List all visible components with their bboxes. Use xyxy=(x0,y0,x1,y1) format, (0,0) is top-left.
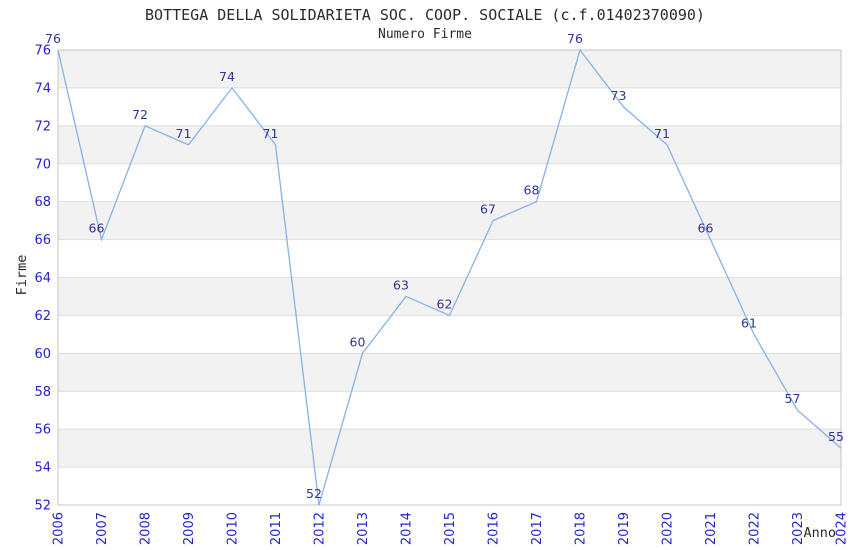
plot-band xyxy=(58,87,841,126)
y-tick-label: 70 xyxy=(34,157,51,172)
x-tick-label: 2013 xyxy=(356,512,371,545)
x-tick-label: 2017 xyxy=(530,512,545,545)
plot-band xyxy=(58,429,841,468)
plot-band xyxy=(58,239,841,278)
plot-band xyxy=(58,201,841,240)
y-tick-label: 72 xyxy=(34,119,51,134)
data-point-label: 76 xyxy=(567,31,583,46)
x-tick-label: 2010 xyxy=(226,512,241,545)
data-point-label: 71 xyxy=(176,126,192,141)
data-point-label: 72 xyxy=(132,107,148,122)
data-point-label: 67 xyxy=(480,202,496,217)
y-tick-label: 64 xyxy=(34,271,51,286)
x-tick-label: 2014 xyxy=(400,512,415,545)
x-tick-label: 2007 xyxy=(95,512,110,545)
y-tick-label: 58 xyxy=(34,385,51,400)
data-point-label: 74 xyxy=(219,69,235,84)
y-tick-label: 56 xyxy=(34,423,51,438)
x-tick-label: 2008 xyxy=(139,512,154,545)
data-line xyxy=(57,48,842,506)
x-tick-label: 2019 xyxy=(617,512,632,545)
x-tick-label: 2015 xyxy=(443,512,458,545)
x-tick-label: 2018 xyxy=(574,512,589,545)
y-tick-label: 52 xyxy=(34,499,51,514)
x-tick-label: 2022 xyxy=(748,512,763,545)
data-point-label: 73 xyxy=(611,88,627,103)
plot-band xyxy=(58,315,841,354)
plot-band xyxy=(58,277,841,316)
plot-band xyxy=(58,391,841,430)
data-point-label: 63 xyxy=(393,277,409,292)
data-point-label: 71 xyxy=(263,126,279,141)
x-tick-label: 2023 xyxy=(791,512,806,545)
y-tick-label: 60 xyxy=(34,347,51,362)
x-tick-label: 2016 xyxy=(487,512,502,545)
x-tick-label: 2006 xyxy=(52,512,67,545)
y-tick-label: 66 xyxy=(34,233,51,248)
plot-band xyxy=(58,50,841,88)
x-tick-label: 2009 xyxy=(182,512,197,545)
x-tick-label: 2020 xyxy=(661,512,676,545)
chart-title: BOTTEGA DELLA SOLIDARIETA SOC. COOP. SOC… xyxy=(145,6,705,24)
y-tick-label: 68 xyxy=(34,195,51,210)
x-axis-title: Anno xyxy=(803,525,836,541)
y-tick-label: 76 xyxy=(34,44,51,59)
data-point-label: 57 xyxy=(785,391,801,406)
data-point-label: 52 xyxy=(306,486,322,501)
plot-band xyxy=(58,467,841,505)
data-point-label: 68 xyxy=(524,183,540,198)
x-tick-label: 2024 xyxy=(835,512,850,545)
plot-band xyxy=(58,163,841,202)
data-point-label: 62 xyxy=(437,296,453,311)
plot-band xyxy=(58,353,841,392)
data-point-label: 55 xyxy=(828,429,844,444)
x-tick-label: 2011 xyxy=(269,512,284,545)
y-tick-label: 74 xyxy=(34,81,51,96)
chart-subtitle: Numero Firme xyxy=(378,27,472,42)
y-tick-label: 62 xyxy=(34,309,51,324)
y-tick-label: 54 xyxy=(34,461,51,476)
x-tick-label: 2012 xyxy=(313,512,328,545)
data-point-label: 60 xyxy=(350,334,366,349)
data-point-label: 76 xyxy=(45,31,61,46)
data-point-label: 66 xyxy=(698,221,714,236)
plot-border xyxy=(57,49,842,506)
x-tick-label: 2021 xyxy=(704,512,719,545)
data-point-label: 61 xyxy=(741,315,757,330)
data-point-label: 66 xyxy=(89,221,105,236)
data-point-label: 71 xyxy=(654,126,670,141)
